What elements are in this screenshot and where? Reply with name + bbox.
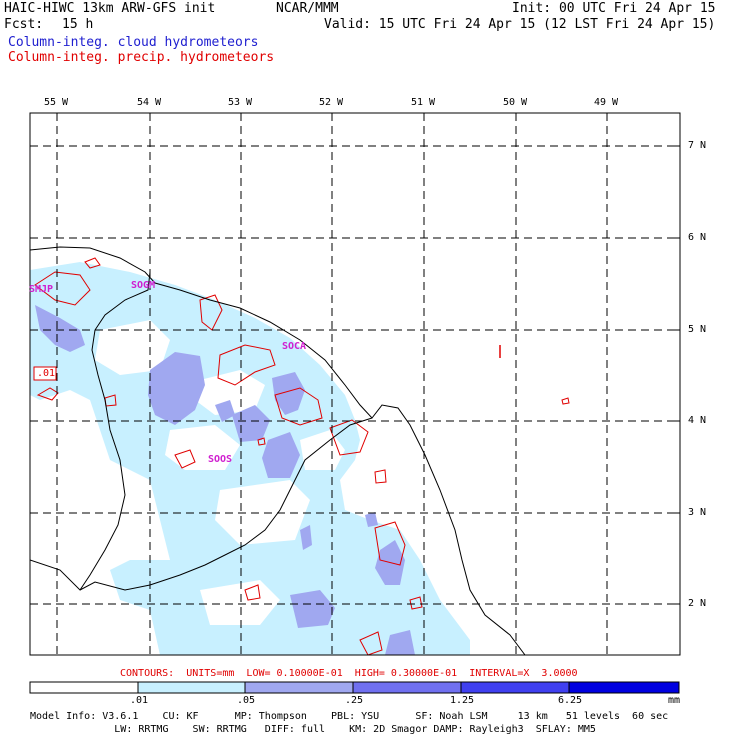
station-label: SMJP bbox=[29, 284, 54, 295]
valid-time: Valid: 15 UTC Fri 24 Apr 15 (12 LST Fri … bbox=[324, 17, 716, 32]
colorbar-tick: .25 bbox=[345, 695, 364, 706]
model-info-line2: LW: RRTMG SW: RRTMG DIFF: full KM: 2D Sm… bbox=[30, 724, 596, 735]
lat-lon-grid bbox=[30, 113, 680, 655]
colorbar-units: mm bbox=[668, 695, 681, 706]
cloud-gap bbox=[215, 480, 310, 545]
map-frame bbox=[29, 112, 681, 656]
field-cloud-label: Column-integ. cloud hydrometeors bbox=[8, 35, 259, 50]
model-info-line1: Model Info: V3.6.1 CU: KF MP: Thompson P… bbox=[30, 711, 669, 722]
station-label: SOGM bbox=[131, 280, 156, 291]
lon-label: 53 W bbox=[228, 97, 253, 108]
coastline bbox=[30, 246, 526, 655]
cloud-gap bbox=[200, 580, 280, 625]
contour-info: CONTOURS: UNITS=mm LOW= 0.10000E-01 HIGH… bbox=[120, 668, 578, 679]
lat-label: 6 N bbox=[688, 232, 707, 243]
colorbar-tick: .01 bbox=[130, 695, 149, 706]
lon-label: 51 W bbox=[411, 97, 436, 108]
cloud-gap bbox=[95, 320, 170, 375]
cloud-shade-medium bbox=[272, 372, 305, 415]
cloud-gap bbox=[300, 430, 345, 470]
lon-label: 50 W bbox=[503, 97, 528, 108]
colorbar-tick: 6.25 bbox=[558, 695, 583, 706]
station-label: SOOS bbox=[208, 454, 233, 465]
shading-layer bbox=[30, 113, 680, 655]
precip-contours bbox=[34, 257, 570, 655]
cloud-shade-medium bbox=[300, 525, 312, 550]
colorbar-tick: .05 bbox=[237, 695, 256, 706]
cloud-shade-medium bbox=[385, 630, 415, 655]
lat-label: 3 N bbox=[688, 507, 707, 518]
lon-label: 49 W bbox=[594, 97, 619, 108]
lat-label: 4 N bbox=[688, 415, 707, 426]
cloud-shade-medium bbox=[215, 400, 235, 422]
cloud-shade-medium bbox=[290, 590, 335, 628]
colorbar-tick: 1.25 bbox=[450, 695, 475, 706]
cloud-shade-medium bbox=[35, 305, 85, 352]
model-title: HAIC-HIWC 13km ARW-GFS init bbox=[4, 1, 216, 16]
cloud-shade-medium bbox=[262, 432, 300, 478]
station-label: SOCA bbox=[282, 341, 307, 352]
lat-label: 7 N bbox=[688, 140, 707, 151]
organization: NCAR/MMM bbox=[276, 1, 339, 16]
contour-label-box bbox=[33, 366, 57, 381]
lat-label: 5 N bbox=[688, 324, 707, 335]
field-precip-label: Column-integ. precip. hydrometeors bbox=[8, 50, 275, 65]
axis-ticks bbox=[56, 113, 680, 605]
colorbar bbox=[29, 681, 680, 694]
contour-label: .01 bbox=[37, 368, 56, 379]
forecast-hour: 15 h bbox=[62, 17, 94, 32]
cloud-gap bbox=[165, 425, 240, 470]
lon-label: 55 W bbox=[44, 97, 69, 108]
lon-label: 54 W bbox=[137, 97, 162, 108]
cloud-shade-medium bbox=[365, 512, 378, 527]
lon-label: 52 W bbox=[319, 97, 344, 108]
cloud-shade-medium bbox=[148, 352, 205, 425]
cloud-gap bbox=[195, 370, 265, 415]
lat-label: 2 N bbox=[688, 598, 707, 609]
forecast-label: Fcst: bbox=[4, 17, 44, 32]
init-time: Init: 00 UTC Fri 24 Apr 15 bbox=[512, 1, 716, 16]
